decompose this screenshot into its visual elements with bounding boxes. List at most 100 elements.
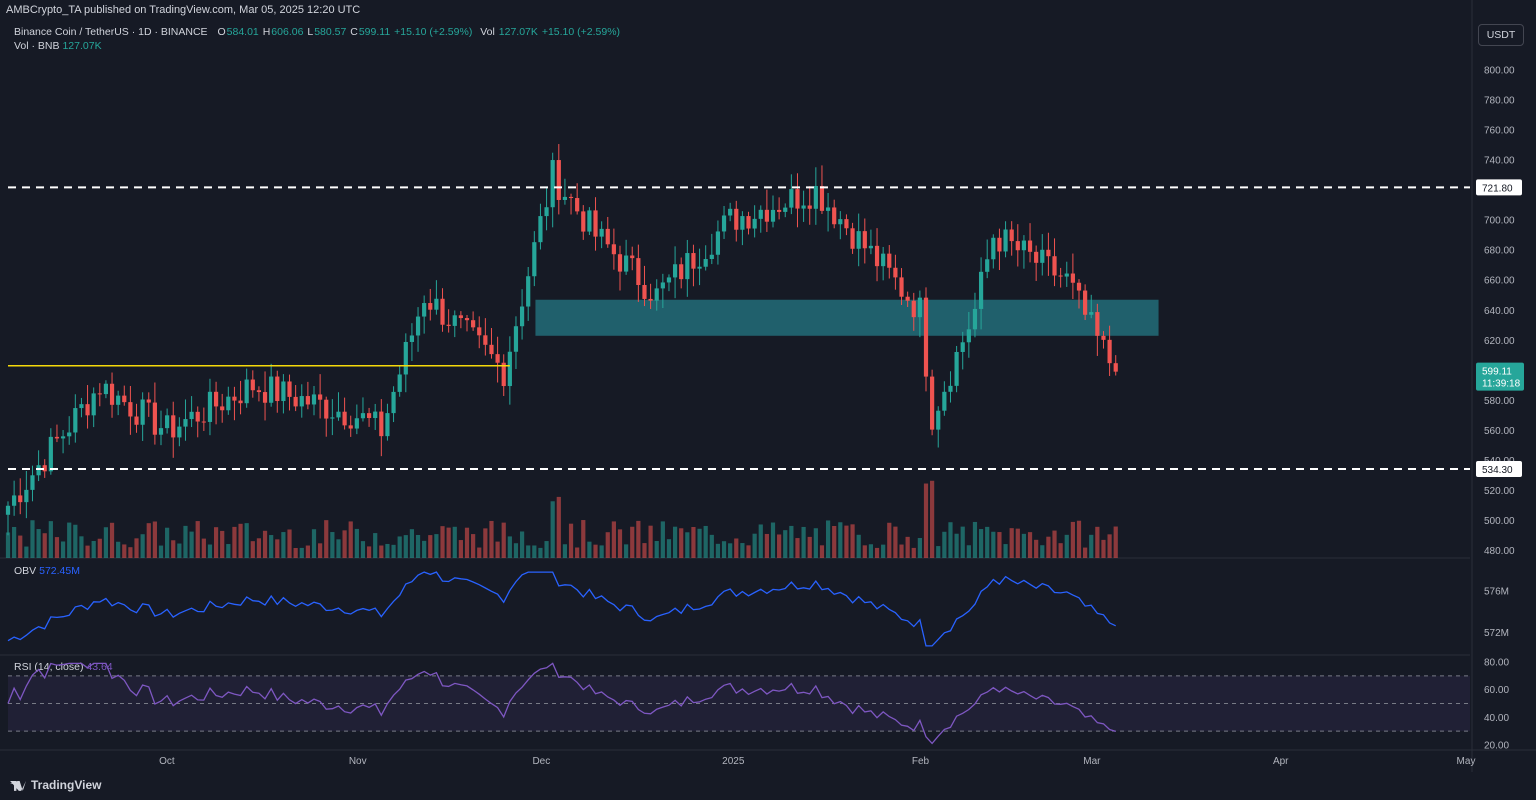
volume-bar: [409, 529, 415, 558]
volume-bar: [526, 545, 531, 558]
volume-bar: [281, 532, 286, 558]
volume-bar: [54, 537, 60, 558]
tradingview-brand[interactable]: TradingView: [10, 778, 101, 792]
candle-body: [342, 411, 347, 426]
volume-bar: [373, 533, 378, 558]
candle-body: [550, 160, 555, 208]
volume-bar: [146, 523, 151, 558]
volume-bar: [868, 544, 874, 558]
rsi-tick-label: 80.00: [1484, 658, 1509, 669]
volume-bar: [1095, 526, 1100, 558]
low-label: L: [307, 26, 314, 38]
price-tick-label: 640.00: [1484, 306, 1515, 317]
candle-body: [1052, 256, 1057, 276]
volume-bar: [336, 539, 341, 558]
volume-bar: [140, 534, 145, 558]
volume-bar: [116, 541, 121, 558]
candle-body: [1040, 249, 1045, 263]
candle-body: [887, 253, 892, 268]
low-value: 580.57: [314, 26, 347, 38]
candle-body: [746, 216, 751, 229]
candle-body: [972, 308, 978, 330]
open-value: 584.01: [226, 26, 259, 38]
price-tick-label: 500.00: [1484, 516, 1515, 527]
candle-body: [936, 410, 941, 430]
symbol-name: Binance Coin / TetherUS · 1D · BINANCE: [14, 26, 208, 38]
volume-bar: [911, 547, 916, 558]
candle-body: [978, 271, 984, 309]
volume-bar: [379, 545, 384, 558]
volume-bar: [617, 529, 623, 558]
candle-body: [177, 426, 182, 438]
obv-label: OBV: [14, 565, 37, 577]
volume-bar: [330, 532, 335, 558]
volume-bar: [734, 538, 739, 558]
volume-bar: [1083, 547, 1088, 558]
candle-body: [483, 335, 488, 345]
support-price-tag: 534.30: [1482, 465, 1513, 476]
price-change: +15.10 (+2.59%): [394, 26, 473, 38]
volume-bar: [30, 520, 35, 558]
volume-bar: [752, 533, 757, 558]
candle-body: [152, 402, 157, 435]
candle-body: [581, 211, 586, 232]
volume-bar: [948, 522, 953, 558]
price-tick-label: 580.00: [1484, 396, 1515, 407]
volume-bar: [1034, 539, 1039, 558]
volume-bar: [189, 531, 194, 558]
candle-body: [654, 288, 659, 301]
volume-bar: [24, 546, 29, 558]
volume-bar: [905, 536, 910, 558]
volume-bar: [342, 530, 347, 558]
symbol-legend: Binance Coin / TetherUS · 1D · BINANCE O…: [14, 26, 621, 38]
volume-bar: [1009, 528, 1014, 558]
volume-bar: [587, 541, 592, 558]
candle-body: [48, 436, 53, 472]
candle-body: [832, 207, 837, 225]
volume-bar: [844, 525, 849, 558]
candle-body: [1107, 339, 1112, 364]
candle-body: [538, 216, 543, 243]
volume-bar: [5, 532, 11, 558]
volume-bar: [764, 533, 769, 558]
candle-body: [73, 408, 78, 433]
candle-body: [697, 266, 702, 269]
candle-body: [116, 395, 121, 405]
candle-body: [734, 208, 739, 230]
volume-bar: [262, 530, 268, 558]
volume-bar: [458, 540, 463, 558]
volume-bar: [128, 547, 133, 558]
candle-body: [819, 186, 825, 211]
price-tick-label: 480.00: [1484, 546, 1515, 557]
resistance-price-tag-bg: [1476, 179, 1522, 196]
volume-bar: [593, 544, 598, 558]
candle-body: [648, 298, 653, 301]
volume-bar: [721, 541, 727, 558]
volume-bar: [997, 532, 1002, 558]
candle-body: [379, 411, 384, 437]
candle-body: [526, 276, 531, 307]
candle-body: [422, 303, 427, 317]
volume-bar: [715, 543, 721, 558]
vol-label: Vol: [480, 26, 495, 38]
volume-bar: [464, 527, 470, 558]
time-tick-label: Dec: [532, 756, 550, 767]
currency-button[interactable]: USDT: [1478, 24, 1524, 46]
candle-body: [146, 399, 151, 403]
volume-bar: [18, 535, 23, 558]
candle-body: [103, 383, 109, 395]
volume-bar: [195, 521, 200, 558]
volume-bar: [287, 529, 292, 558]
volume-bar: [1058, 543, 1063, 558]
candle-body: [948, 385, 953, 392]
volume-bar: [770, 522, 776, 558]
time-tick-label: Oct: [159, 756, 175, 767]
candle-body: [1113, 363, 1118, 372]
candle-body: [911, 300, 916, 318]
volume-bar: [103, 527, 109, 558]
candle-body: [575, 198, 580, 212]
candle-body: [1064, 273, 1069, 277]
candle-body: [777, 209, 782, 212]
demand-zone: [535, 299, 1159, 336]
